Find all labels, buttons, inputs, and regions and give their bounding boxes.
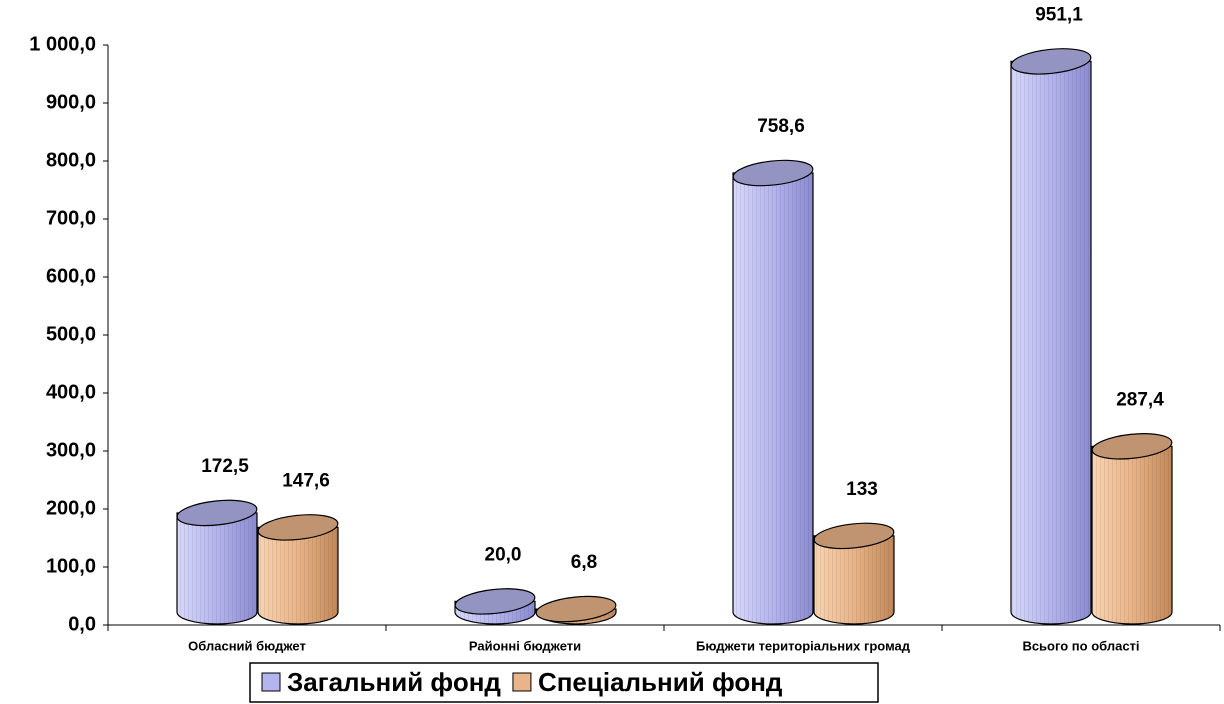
cylinder — [732, 159, 814, 625]
cylinder — [454, 588, 536, 625]
legend — [249, 662, 879, 703]
x-tick-label: Всього по області — [1022, 638, 1139, 653]
x-tick-label: Бюджети територіальних громад — [696, 638, 911, 653]
cylinder — [257, 514, 339, 625]
y-tick-label: 500,0 — [46, 323, 96, 345]
y-tick-label: 1 000,0 — [29, 33, 96, 55]
cylinder-top — [813, 522, 895, 550]
y-tick-label: 200,0 — [46, 497, 96, 519]
value-label: 172,5 — [201, 456, 249, 477]
y-tick-label: 100,0 — [46, 555, 96, 577]
cylinder-top — [257, 514, 339, 541]
cylinder-stripes — [177, 512, 257, 624]
cylinder — [1091, 433, 1173, 625]
y-tick-label: 800,0 — [46, 149, 96, 171]
value-label: 6,8 — [571, 552, 597, 573]
y-tick-label: 600,0 — [46, 265, 96, 287]
value-label: 758,6 — [757, 116, 805, 137]
y-tick-label: 400,0 — [46, 381, 96, 403]
value-label: 133 — [846, 479, 878, 500]
cylinder-stripes — [1011, 61, 1091, 624]
y-tick-label: 0,0 — [68, 613, 96, 635]
cylinder-stripes — [1092, 446, 1172, 624]
y-tick-label: 300,0 — [46, 439, 96, 461]
cylinder-top — [732, 159, 814, 187]
cylinder-top — [1091, 433, 1173, 460]
legend-label: Загальний фонд — [287, 667, 501, 697]
cylinder — [1010, 48, 1092, 625]
x-tick-label: Обласний бюджет — [188, 638, 306, 653]
cylinder-top — [454, 588, 536, 615]
legend-swatch — [512, 672, 532, 692]
legend-swatch — [261, 672, 281, 692]
value-label: 287,4 — [1116, 389, 1164, 410]
y-tick-label: 900,0 — [46, 91, 96, 113]
value-label: 147,6 — [282, 470, 330, 491]
cylinder — [535, 595, 617, 625]
cylinder-top — [176, 499, 258, 527]
value-label: 951,1 — [1035, 4, 1083, 25]
legend-label: Спеціальний фонд — [538, 667, 783, 697]
value-label: 20,0 — [485, 544, 522, 565]
y-tick-label: 700,0 — [46, 207, 96, 229]
cylinder-top — [1010, 48, 1092, 75]
cylinder — [176, 499, 258, 625]
cylinder — [813, 522, 895, 625]
cylinder-stripes — [258, 527, 338, 624]
x-tick-label: Районні бюджети — [469, 638, 581, 653]
cylinder-top — [535, 595, 617, 623]
cylinder-stripes — [733, 173, 813, 624]
cylinder-stripes — [814, 535, 894, 624]
